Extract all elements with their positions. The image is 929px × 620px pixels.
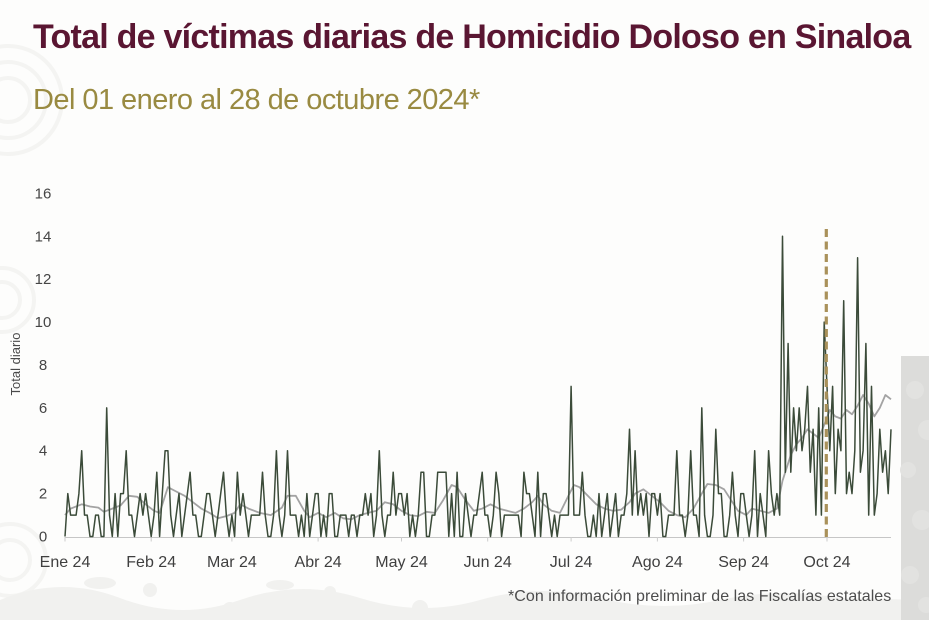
svg-text:Jul 24: Jul 24 <box>550 554 593 571</box>
svg-text:Ene 24: Ene 24 <box>40 554 91 571</box>
svg-text:Oct 24: Oct 24 <box>803 554 850 571</box>
svg-text:14: 14 <box>35 228 52 245</box>
svg-text:Abr 24: Abr 24 <box>295 554 342 571</box>
svg-text:6: 6 <box>39 400 47 417</box>
svg-text:0: 0 <box>39 529 47 546</box>
svg-text:May 24: May 24 <box>375 554 428 571</box>
svg-text:10: 10 <box>35 314 52 331</box>
svg-text:Mar 24: Mar 24 <box>207 554 257 571</box>
svg-text:4: 4 <box>39 443 47 460</box>
svg-text:12: 12 <box>35 271 52 288</box>
svg-text:Jun 24: Jun 24 <box>464 554 512 571</box>
svg-text:16: 16 <box>35 185 52 202</box>
svg-text:8: 8 <box>39 357 47 374</box>
svg-text:Total diario: Total diario <box>8 333 23 396</box>
svg-text:2: 2 <box>39 486 47 503</box>
svg-text:Ago 24: Ago 24 <box>632 554 683 571</box>
svg-text:Feb 24: Feb 24 <box>126 554 176 571</box>
svg-text:Sep 24: Sep 24 <box>718 554 769 571</box>
